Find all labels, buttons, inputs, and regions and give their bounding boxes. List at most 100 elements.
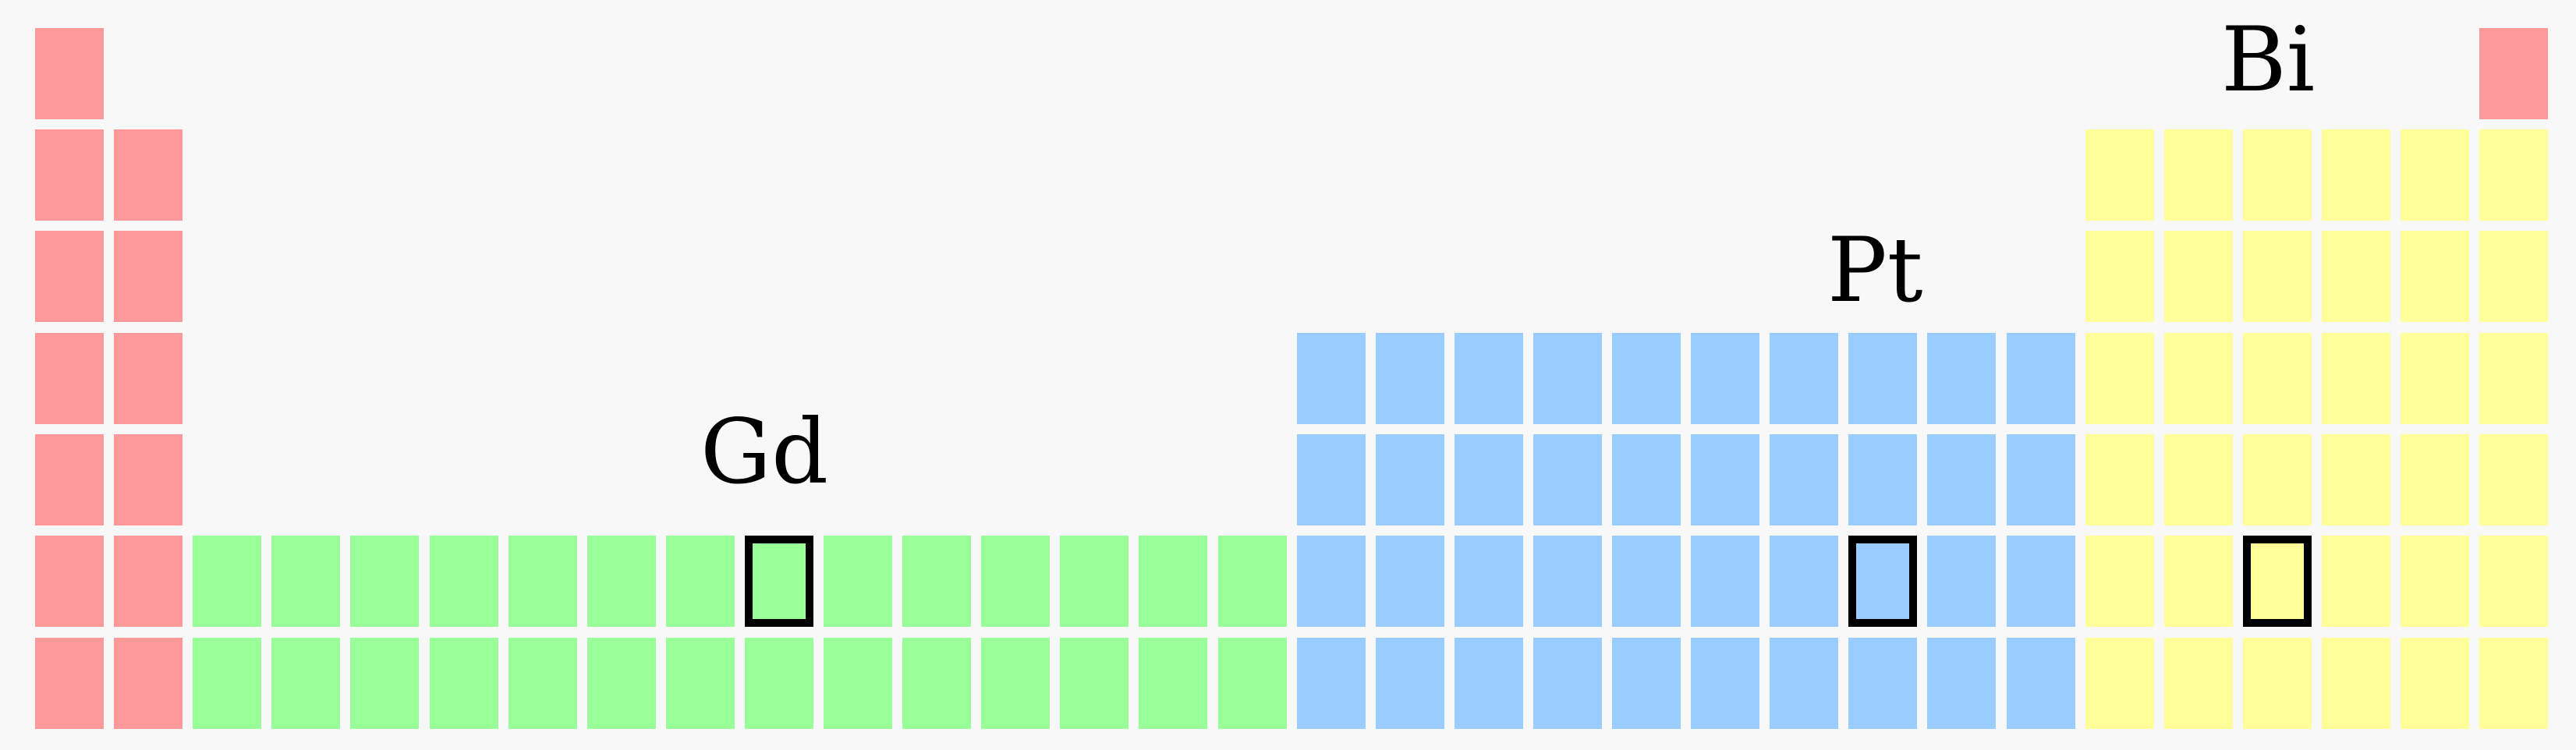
p-block-cell <box>2085 333 2154 424</box>
p-block-cell <box>2479 333 2548 424</box>
f-block-cell <box>587 638 656 729</box>
s-block-cell <box>114 434 182 525</box>
d-block-cell <box>1533 638 1602 729</box>
s-block-cell <box>35 536 104 627</box>
d-block-cell <box>1691 536 1759 627</box>
p-block-cell <box>2322 129 2390 221</box>
p-block-cell <box>2322 333 2390 424</box>
d-block-cell <box>1927 434 1996 525</box>
d-block-cell <box>1376 638 1444 729</box>
f-block-cell <box>1139 536 1207 627</box>
p-block-cell <box>2479 638 2548 729</box>
f-block-cell <box>1060 536 1129 627</box>
d-block-cell <box>1770 638 1838 729</box>
gd-label: Gd <box>700 400 829 504</box>
f-block-cell <box>981 536 1050 627</box>
p-block-cell <box>2322 638 2390 729</box>
f-block-cell <box>902 536 971 627</box>
s-block-cell <box>114 129 182 221</box>
d-block-cell <box>1612 536 1681 627</box>
d-block-cell <box>1927 333 1996 424</box>
f-block-cell <box>1218 638 1287 729</box>
p-block-cell <box>2479 434 2548 525</box>
d-block-cell <box>1533 434 1602 525</box>
s-block-cell <box>35 434 104 525</box>
s-block-cell <box>35 129 104 221</box>
d-block-cell <box>1533 536 1602 627</box>
f-block-cell <box>666 638 735 729</box>
d-block-cell <box>1612 638 1681 729</box>
d-block-cell <box>2007 333 2075 424</box>
p-block-cell <box>2085 434 2154 525</box>
d-block-cell <box>2007 536 2075 627</box>
p-block-cell <box>2085 638 2154 729</box>
s-block-cell <box>35 231 104 322</box>
p-block-cell <box>2164 333 2233 424</box>
p-block-cell <box>2401 231 2469 322</box>
d-block-cell <box>1612 333 1681 424</box>
f-block-cell <box>508 638 577 729</box>
d-block-cell <box>1297 333 1366 424</box>
f-block-cell <box>193 638 261 729</box>
gd-cell-highlight <box>745 536 813 627</box>
d-block-cell <box>1376 536 1444 627</box>
d-block-cell <box>1376 333 1444 424</box>
pt-cell-highlight <box>1848 536 1917 627</box>
p-block-cell <box>2243 333 2312 424</box>
f-block-cell <box>824 536 892 627</box>
d-block-cell <box>1927 536 1996 627</box>
p-block-cell <box>2401 536 2469 627</box>
f-block-cell <box>902 638 971 729</box>
d-block-cell <box>1455 434 1523 525</box>
p-block-cell <box>2243 434 2312 525</box>
d-block-cell <box>1297 434 1366 525</box>
d-block-cell <box>2007 434 2075 525</box>
d-block-cell <box>1848 333 1917 424</box>
s-block-cell <box>35 28 104 119</box>
f-block-cell <box>430 638 498 729</box>
d-block-cell <box>1533 333 1602 424</box>
p-block-cell <box>2479 129 2548 221</box>
f-block-cell <box>666 536 735 627</box>
f-block-cell <box>430 536 498 627</box>
f-block-cell <box>271 638 340 729</box>
p-block-cell <box>2243 231 2312 322</box>
p-block-cell <box>2479 536 2548 627</box>
d-block-cell <box>1927 638 1996 729</box>
d-block-cell <box>2007 638 2075 729</box>
s-block-cell <box>35 638 104 729</box>
f-block-cell <box>193 536 261 627</box>
s-block-cell <box>114 536 182 627</box>
p-block-cell <box>2085 536 2154 627</box>
p-block-cell <box>2322 536 2390 627</box>
s-block-helium-cell <box>2479 28 2548 119</box>
p-block-cell <box>2401 638 2469 729</box>
f-block-cell <box>587 536 656 627</box>
f-block-cell <box>350 638 419 729</box>
bi-label: Bi <box>2221 8 2316 111</box>
d-block-cell <box>1376 434 1444 525</box>
p-block-cell <box>2164 129 2233 221</box>
d-block-cell <box>1297 638 1366 729</box>
d-block-cell <box>1297 536 1366 627</box>
f-block-cell <box>824 638 892 729</box>
p-block-cell <box>2164 638 2233 729</box>
s-block-cell <box>114 333 182 424</box>
d-block-cell <box>1612 434 1681 525</box>
s-block-cell <box>35 333 104 424</box>
f-block-cell <box>745 638 813 729</box>
p-block-cell <box>2322 434 2390 525</box>
p-block-cell <box>2085 129 2154 221</box>
f-block-cell <box>981 638 1050 729</box>
d-block-cell <box>1770 434 1838 525</box>
pt-label: Pt <box>1827 218 1923 322</box>
d-block-cell <box>1455 333 1523 424</box>
f-block-cell <box>1060 638 1129 729</box>
d-block-cell <box>1848 638 1917 729</box>
p-block-cell <box>2164 231 2233 322</box>
d-block-cell <box>1691 638 1759 729</box>
p-block-cell <box>2164 536 2233 627</box>
p-block-cell <box>2164 434 2233 525</box>
s-block-cell <box>114 638 182 729</box>
